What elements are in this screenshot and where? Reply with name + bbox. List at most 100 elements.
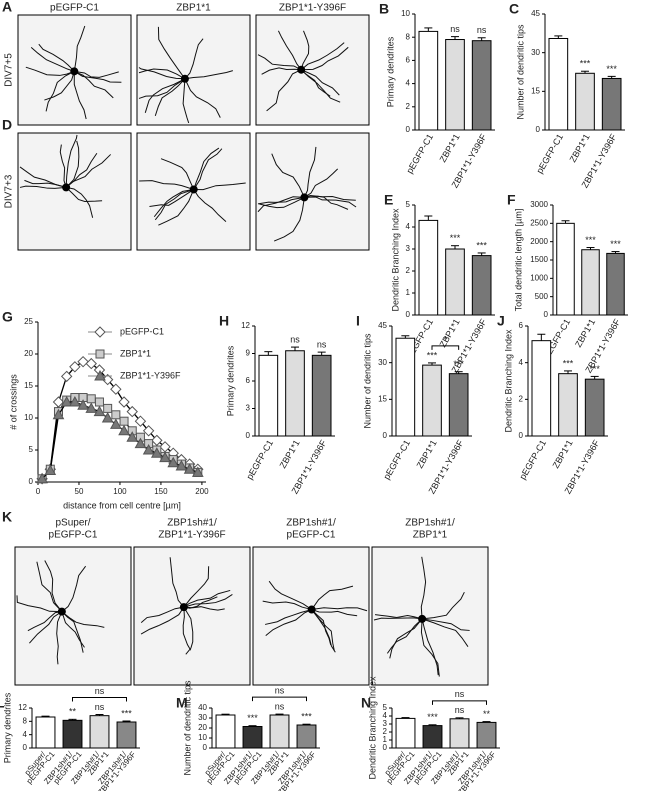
y-tick-label: 0 bbox=[519, 431, 524, 440]
y-axis-label: Primary dendrites bbox=[385, 36, 395, 107]
k-label: ZBP1sh#1/ bbox=[286, 518, 336, 529]
dendrite bbox=[74, 70, 114, 99]
bar bbox=[556, 222, 575, 316]
dendrite bbox=[300, 30, 310, 70]
dendrite bbox=[138, 67, 185, 80]
dendrite bbox=[65, 140, 80, 188]
legend-label: ZBP1*1 bbox=[120, 348, 151, 358]
bar bbox=[35, 716, 56, 749]
x-tick-label: ZBP1*1 bbox=[278, 438, 302, 470]
x-tick-label: ZBP1*1 bbox=[573, 317, 597, 349]
dendrite bbox=[301, 46, 349, 71]
significance: *** bbox=[427, 712, 438, 722]
dendrite bbox=[27, 611, 62, 632]
y-tick-label: 0 bbox=[383, 431, 388, 440]
dendrite bbox=[65, 152, 98, 188]
y-tick-label: 500 bbox=[535, 292, 549, 301]
dendrite bbox=[271, 153, 305, 198]
y-tick-label: 1 bbox=[383, 735, 388, 744]
bar bbox=[449, 718, 470, 749]
panel-letter: C bbox=[509, 1, 519, 17]
marker bbox=[110, 383, 122, 395]
k-label: ZBP1sh#1/ bbox=[167, 518, 217, 529]
dendrite bbox=[262, 600, 312, 611]
panel-letter: F bbox=[507, 192, 516, 208]
marker bbox=[52, 396, 65, 408]
panel-letter: N bbox=[361, 695, 371, 711]
y-tick-label: 20 bbox=[198, 723, 207, 732]
y-axis-label: Total dendritic length [µm] bbox=[513, 209, 523, 312]
legend-marker bbox=[94, 326, 106, 338]
bracket bbox=[431, 345, 460, 350]
marker bbox=[94, 397, 104, 407]
panel-letter: G bbox=[2, 309, 13, 325]
bar bbox=[548, 37, 569, 131]
x-tick-label: 150 bbox=[154, 487, 168, 496]
dendrite bbox=[30, 46, 75, 72]
dendrite bbox=[421, 618, 469, 647]
panel-letter: A bbox=[2, 0, 12, 15]
marker bbox=[69, 361, 81, 373]
y-tick-label: 15 bbox=[24, 381, 33, 390]
bar bbox=[311, 354, 332, 437]
column-label: pEGFP-C1 bbox=[50, 3, 99, 14]
dendrite bbox=[182, 78, 190, 124]
soma bbox=[300, 193, 309, 202]
dendrite bbox=[183, 594, 233, 608]
dendrite bbox=[257, 54, 302, 71]
significance: *** bbox=[476, 240, 487, 250]
y-tick-label: 3 bbox=[383, 719, 388, 728]
significance: ns bbox=[95, 702, 105, 712]
marker bbox=[183, 463, 196, 474]
k-label: ZBP1*1-Y396F bbox=[158, 530, 225, 541]
marker bbox=[142, 425, 155, 437]
marker bbox=[60, 370, 73, 383]
y-tick-label: 5 bbox=[406, 200, 411, 209]
dendrite bbox=[140, 606, 184, 623]
bar bbox=[258, 354, 279, 437]
y-tick-label: 45 bbox=[531, 9, 540, 18]
bar bbox=[422, 364, 442, 437]
dendrite bbox=[74, 70, 122, 83]
dendrite bbox=[273, 197, 305, 242]
micrograph bbox=[14, 546, 132, 686]
panel-letter: B bbox=[379, 1, 389, 17]
y-tick-label: 2000 bbox=[530, 237, 548, 246]
dendrite bbox=[160, 158, 195, 190]
dendrite bbox=[149, 189, 194, 208]
dendrite bbox=[56, 611, 63, 665]
marker bbox=[101, 411, 114, 423]
bar bbox=[418, 219, 439, 316]
y-tick-label: 15 bbox=[531, 86, 540, 95]
y-tick-label: 0 bbox=[406, 125, 411, 134]
bar bbox=[395, 337, 416, 437]
bar bbox=[558, 373, 578, 437]
k-label: pEGFP-C1 bbox=[287, 530, 336, 541]
x-tick-label: ZBP1*1 bbox=[568, 132, 592, 164]
marker bbox=[175, 459, 188, 471]
bracket-label: ns bbox=[95, 686, 105, 696]
dendrite bbox=[193, 148, 223, 190]
dendrite bbox=[304, 168, 339, 198]
x-tick-label: 100 bbox=[113, 487, 127, 496]
y-tick-label: 4 bbox=[383, 711, 388, 720]
significance: *** bbox=[427, 350, 438, 360]
bar bbox=[242, 726, 263, 749]
y-axis-label: Primary dendrites bbox=[225, 345, 235, 416]
dendrite bbox=[373, 617, 423, 621]
y-tick-label: 0 bbox=[406, 310, 411, 319]
panel-letter: H bbox=[219, 313, 229, 329]
dendrite bbox=[153, 188, 194, 218]
significance: ns bbox=[317, 340, 327, 350]
y-tick-label: 0 bbox=[29, 477, 34, 486]
dendrite bbox=[184, 78, 221, 118]
dendrite bbox=[183, 606, 225, 611]
dendrite bbox=[24, 179, 67, 188]
marker bbox=[85, 357, 97, 370]
y-tick-label: 0 bbox=[203, 743, 208, 752]
marker bbox=[69, 395, 81, 407]
bar bbox=[422, 725, 443, 749]
marker bbox=[118, 396, 130, 408]
dendrite bbox=[25, 66, 75, 76]
